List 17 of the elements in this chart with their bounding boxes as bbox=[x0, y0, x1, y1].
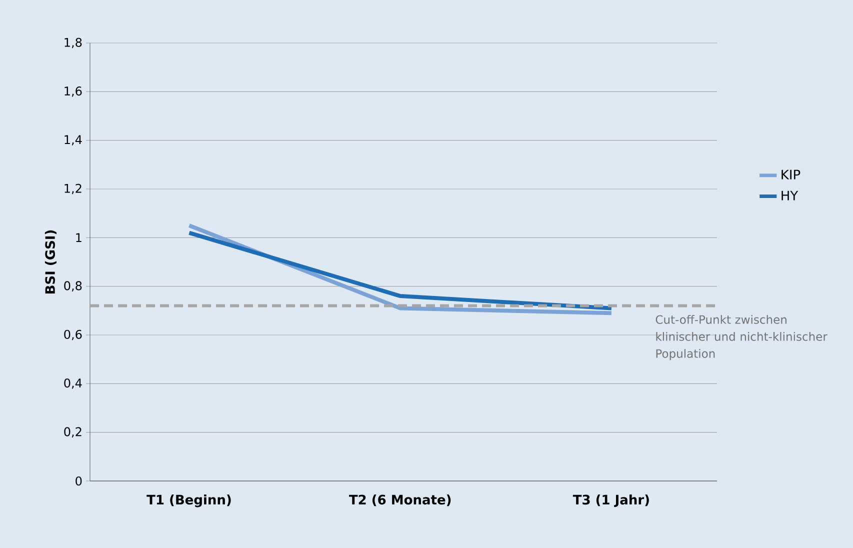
y-tick-label: 1,6 bbox=[64, 86, 82, 97]
x-tick-label: T2 (6 Monate) bbox=[348, 494, 451, 506]
y-tick-label: 1,2 bbox=[64, 184, 82, 194]
y-tick-label: 0,6 bbox=[64, 330, 82, 340]
y-tick-label: 0,2 bbox=[64, 427, 82, 438]
ref-line-label: Cut-off-Punkt zwischen klinischer und nicht-klinischer Population bbox=[656, 314, 828, 360]
y-tick-label: 1 bbox=[76, 233, 82, 242]
y-tick-label: 0,4 bbox=[64, 378, 82, 389]
legend-label: HY bbox=[782, 190, 798, 200]
y-tick-label: 1,4 bbox=[64, 135, 82, 146]
x-tick-label: T3 (1 Jahr) bbox=[572, 494, 649, 507]
y-axis-title: BSI (GSI) bbox=[44, 230, 57, 294]
y-tick-label: 0 bbox=[76, 476, 82, 486]
legend-label: KIP bbox=[782, 170, 800, 180]
x-tick-label: T1 (Beginn) bbox=[146, 494, 231, 508]
y-tick-label: 0,8 bbox=[64, 281, 82, 292]
y-tick-label: 1,8 bbox=[64, 38, 82, 48]
